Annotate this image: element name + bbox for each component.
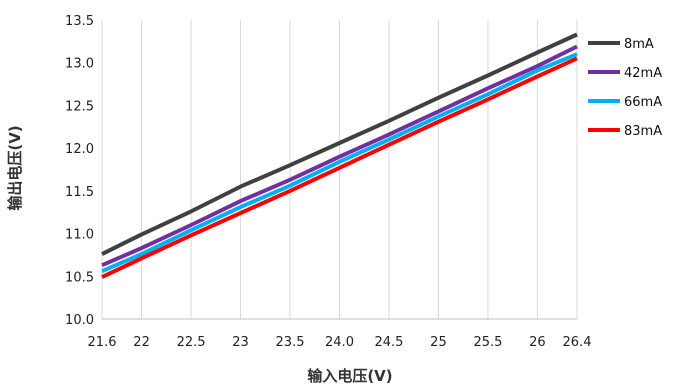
x-tick-label: 21.6 (88, 335, 117, 350)
x-tick-label: 23.5 (276, 335, 305, 350)
x-tick-label: 25.5 (473, 335, 502, 350)
series-line-83mA (101, 56, 578, 279)
y-tick-label: 10.5 (65, 270, 94, 285)
x-tick-label: 22.5 (177, 335, 206, 350)
x-tick-label: 24.5 (375, 335, 404, 350)
y-tick-label: 12.5 (65, 99, 94, 114)
y-tick-labels: 10.0 10.5 11.0 11.5 12.0 12.5 13.0 13.5 (65, 14, 94, 328)
y-tick-label: 12.0 (65, 142, 94, 157)
x-tick-label: 25 (430, 335, 447, 350)
y-tick-label: 10.0 (65, 313, 94, 328)
x-tick-label: 24.0 (325, 335, 354, 350)
y-tick-label: 11.0 (65, 228, 94, 243)
x-tick-label: 22 (133, 335, 150, 350)
x-tick-label: 23 (232, 335, 249, 350)
x-tick-label: 26.4 (563, 335, 592, 350)
y-axis-title: 输出电压(V) (6, 125, 24, 210)
series-lines (101, 32, 578, 279)
x-tick-label: 26 (529, 335, 546, 350)
x-tick-labels: 21.6 22 22.5 23 23.5 24.0 24.5 25 25.5 26 26.4 (88, 335, 592, 350)
legend: 8mA 42mA 66mA 83mA (588, 37, 662, 139)
legend-label: 83mA (624, 124, 662, 139)
legend-label: 42mA (624, 66, 662, 81)
y-tick-label: 13.0 (65, 57, 94, 72)
legend-label: 66mA (624, 95, 662, 110)
series-line-8mA (101, 32, 578, 256)
y-tick-label: 11.5 (65, 185, 94, 200)
x-axis-title: 输入电压(V) (307, 367, 392, 385)
y-tick-label: 13.5 (65, 14, 94, 29)
series-line-42mA (101, 44, 578, 268)
legend-label: 8mA (624, 37, 654, 52)
series-line-66mA (101, 52, 578, 274)
